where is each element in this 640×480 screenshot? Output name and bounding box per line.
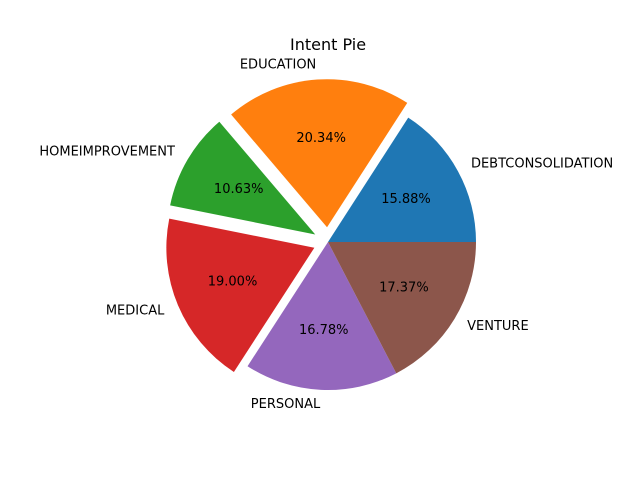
pie-percent-personal: 16.78% xyxy=(299,323,349,338)
pie-slice-education xyxy=(231,79,408,228)
pie-slice-venture xyxy=(328,242,476,374)
pie-labels: 15.88% DEBTCONSOLIDATION 20.34% EDUCATION 10… xyxy=(39,57,613,412)
pie-percent-homeimprovement: 10.63% xyxy=(214,182,264,197)
pie-percent-venture: 17.37% xyxy=(379,281,429,296)
pie-percent-debtconsolidation: 15.88% xyxy=(381,192,431,207)
pie-label-medical: MEDICAL xyxy=(106,303,165,318)
pie-percent-education: 20.34% xyxy=(296,131,346,146)
pie-slices xyxy=(166,79,476,391)
pie-percent-medical: 19.00% xyxy=(208,275,258,290)
pie-label-venture: VENTURE xyxy=(467,319,529,334)
pie-slice-homeimprovement xyxy=(170,121,316,235)
pie-label-personal: PERSONAL xyxy=(251,397,321,412)
pie-slice-medical xyxy=(166,218,315,372)
pie-slice-debtconsolidation xyxy=(328,117,476,242)
chart-title: Intent Pie xyxy=(290,35,366,54)
pie-label-homeimprovement: HOMEIMPROVEMENT xyxy=(39,144,175,159)
pie-slice-personal xyxy=(247,242,397,391)
pie-label-debtconsolidation: DEBTCONSOLIDATION xyxy=(471,157,613,172)
pie-label-education: EDUCATION xyxy=(240,57,316,72)
